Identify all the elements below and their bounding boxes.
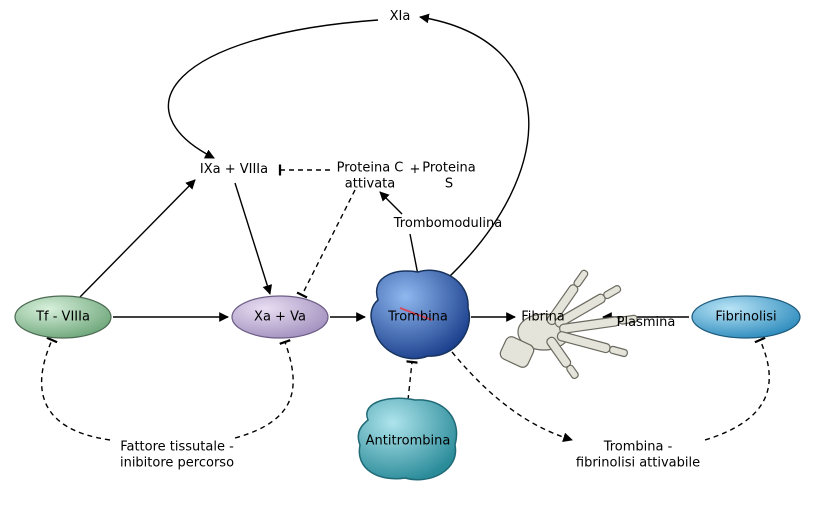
node-label: Tf - VIIIa	[36, 310, 90, 325]
node-label: Fibrina	[521, 310, 565, 325]
node-fibrinolisi: Fibrinolisi	[715, 310, 776, 325]
label-trombomodulina: Trombomodulina	[394, 216, 502, 232]
label-xia: XIa	[390, 9, 411, 25]
label-text: Trombina - fibrinolisi attivabile	[576, 439, 700, 470]
label-plasmina: Plasmina	[617, 315, 676, 331]
label-text: Proteina S	[422, 160, 476, 191]
label-plus: +	[410, 162, 421, 178]
node-tf-viiia: Tf - VIIIa	[36, 310, 90, 325]
label-ixa-viiia: IXa + VIIIa	[200, 162, 268, 178]
node-antitrombina: Antitrombina	[366, 434, 451, 449]
node-trombina: Trombina	[388, 310, 448, 325]
edge-xia-ixa	[168, 20, 378, 158]
edge-trombina-trombomod	[410, 234, 418, 275]
label-proteina-s: Proteina S	[422, 160, 476, 191]
edge-tf-ixa	[80, 180, 195, 297]
edge-trombomod-proteinac	[380, 192, 402, 214]
node-fibrina: Fibrina	[521, 310, 565, 325]
edge-trombinaf-fibrinolisi	[705, 340, 769, 440]
edge-anti-trombina	[408, 362, 412, 400]
node-label: Fibrinolisi	[715, 310, 776, 325]
edge-fattore-xa	[235, 342, 293, 438]
label-trombina-f: Trombina - fibrinolisi attivabile	[576, 439, 700, 470]
edge-trombina-xia	[420, 17, 529, 278]
node-label: Trombina	[388, 310, 448, 325]
node-xa-va: Xa + Va	[254, 310, 306, 325]
edge-fattore-tf	[42, 340, 110, 440]
edge-proteinac-xa	[302, 190, 355, 295]
label-text: Fattore tissutale - inibitore percorso	[120, 439, 234, 470]
edge-trombina-trombinaf	[452, 352, 572, 440]
node-label: Antitrombina	[366, 434, 451, 449]
label-text: Proteina C attivata	[337, 160, 404, 191]
edge-ixa-xa	[235, 183, 270, 294]
diagram-stage: Tf - VIIIa Xa + Va Trombina Fibrina Fibr…	[0, 0, 820, 516]
node-label: Xa + Va	[254, 310, 306, 325]
label-proteina-c: Proteina C attivata	[337, 160, 404, 191]
label-fattore: Fattore tissutale - inibitore percorso	[120, 439, 234, 470]
